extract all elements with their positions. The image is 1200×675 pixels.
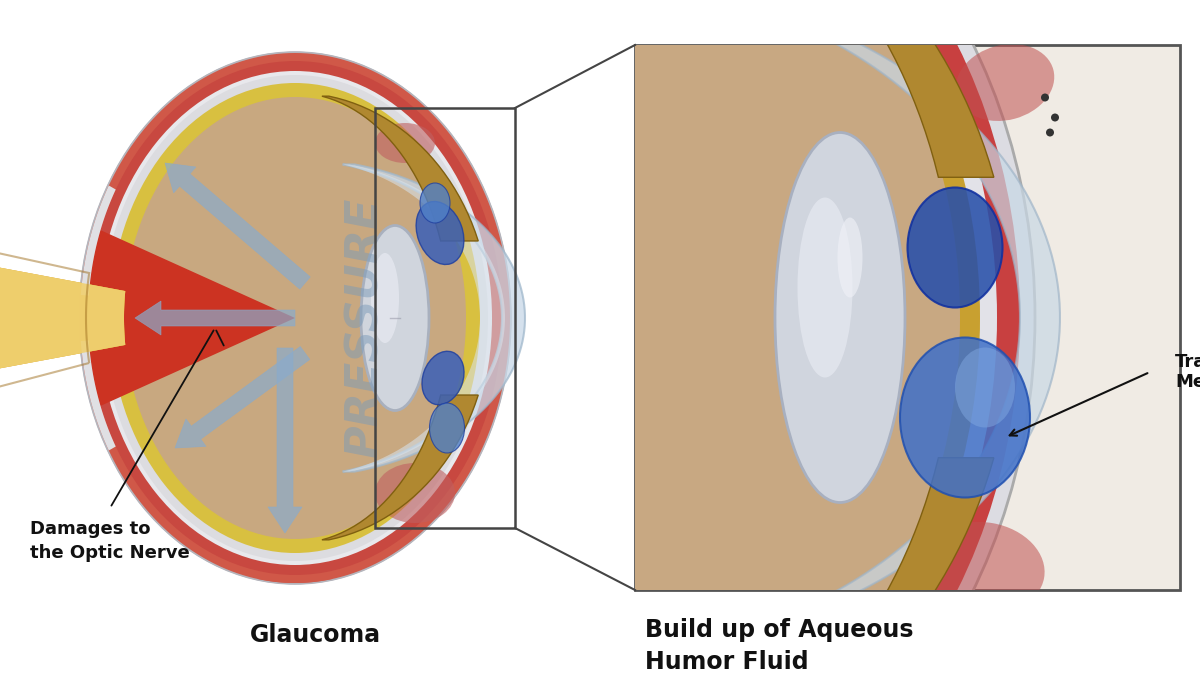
Polygon shape [166, 163, 311, 289]
Polygon shape [343, 165, 505, 472]
Ellipse shape [1046, 128, 1054, 136]
Polygon shape [80, 53, 332, 583]
Ellipse shape [775, 132, 905, 502]
Ellipse shape [371, 253, 398, 343]
Ellipse shape [190, 0, 960, 675]
Ellipse shape [900, 338, 1030, 497]
Ellipse shape [154, 0, 997, 675]
Ellipse shape [416, 202, 464, 265]
Text: Damages to
the Optic Nerve: Damages to the Optic Nerve [30, 520, 190, 562]
Ellipse shape [80, 53, 510, 583]
Ellipse shape [130, 0, 1020, 675]
Polygon shape [686, 0, 994, 178]
Polygon shape [343, 165, 524, 472]
Ellipse shape [115, 0, 1034, 675]
Polygon shape [268, 348, 302, 533]
Text: Glaucoma: Glaucoma [250, 623, 380, 647]
Ellipse shape [98, 71, 492, 565]
Polygon shape [134, 301, 295, 335]
Text: Trabecular
Meshwork: Trabecular Meshwork [1175, 352, 1200, 392]
Polygon shape [653, 0, 1060, 650]
Polygon shape [322, 96, 479, 241]
Polygon shape [686, 458, 994, 675]
Ellipse shape [80, 53, 510, 583]
Ellipse shape [1042, 94, 1049, 101]
Ellipse shape [420, 183, 450, 223]
Polygon shape [80, 186, 115, 296]
Ellipse shape [925, 522, 1045, 613]
Ellipse shape [798, 198, 852, 377]
Ellipse shape [170, 0, 980, 675]
Polygon shape [80, 340, 115, 450]
Ellipse shape [838, 217, 863, 298]
Polygon shape [0, 263, 125, 373]
Ellipse shape [88, 61, 502, 575]
Bar [635, 45, 1180, 590]
Polygon shape [0, 263, 125, 373]
Ellipse shape [374, 463, 455, 523]
Ellipse shape [422, 351, 464, 405]
Polygon shape [322, 395, 479, 540]
Ellipse shape [124, 97, 466, 539]
Ellipse shape [430, 403, 464, 453]
Text: PRESSURE: PRESSURE [343, 198, 386, 458]
Ellipse shape [1051, 113, 1060, 122]
Ellipse shape [955, 348, 1015, 427]
Ellipse shape [374, 123, 436, 163]
Ellipse shape [102, 75, 488, 561]
Polygon shape [258, 53, 510, 583]
Ellipse shape [907, 188, 1002, 308]
Bar [374, 108, 515, 528]
Polygon shape [0, 263, 125, 373]
Ellipse shape [361, 225, 430, 410]
Polygon shape [175, 346, 310, 448]
Ellipse shape [955, 44, 1055, 121]
Polygon shape [88, 230, 295, 406]
Text: Build up of Aqueous
Humor Fluid: Build up of Aqueous Humor Fluid [646, 618, 913, 674]
Ellipse shape [110, 83, 480, 553]
